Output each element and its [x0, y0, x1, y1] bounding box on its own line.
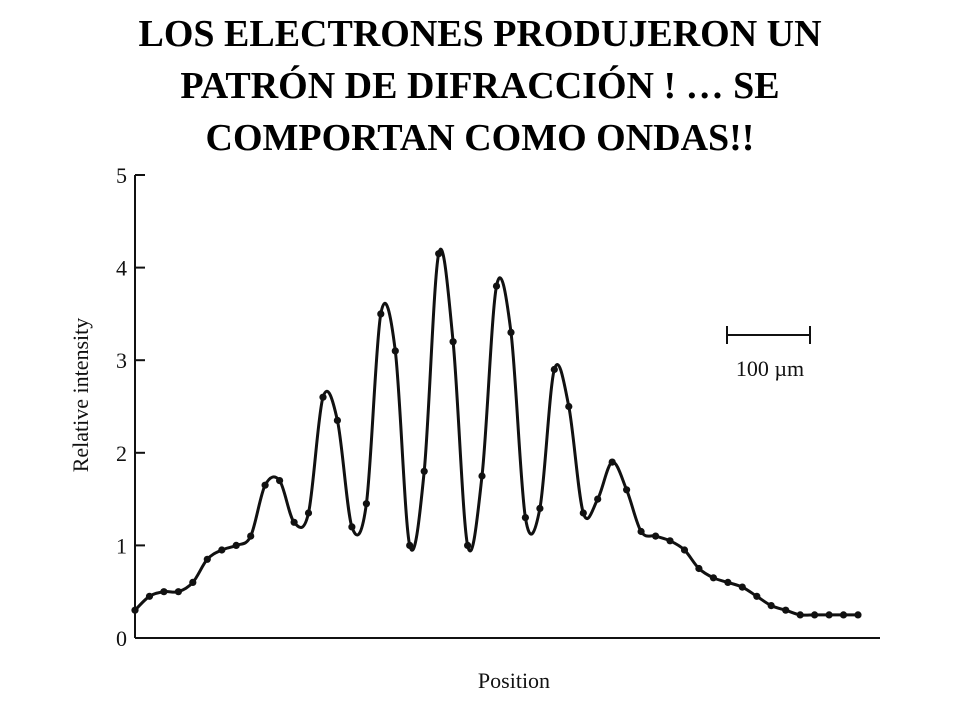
data-point [550, 365, 558, 374]
title-line-1: LOS ELECTRONES PRODUJERON UN [138, 13, 822, 55]
data-point [623, 486, 631, 494]
data-point [406, 541, 414, 550]
data-point [767, 602, 775, 610]
data-point [218, 546, 226, 554]
scale-bar: 100 µm [726, 326, 811, 381]
data-point [203, 555, 211, 563]
data-point [608, 458, 616, 466]
data-point [420, 467, 428, 475]
scale-bar-label: 100 µm [736, 356, 804, 381]
y-tick-label: 1 [116, 533, 127, 558]
title-line-3: COMPORTAN COMO ONDAS!! [205, 117, 755, 159]
data-point [724, 578, 732, 587]
data-point [189, 578, 197, 587]
slide-title: LOS ELECTRONES PRODUJERON UN PATRÓN DE D… [0, 8, 960, 164]
data-point [796, 611, 804, 619]
data-point [377, 310, 385, 318]
data-point [594, 495, 602, 503]
data-point [319, 393, 327, 401]
y-axis-label: Relative intensity [68, 318, 93, 473]
data-point [666, 537, 674, 545]
data-point [333, 416, 341, 424]
data-point [825, 611, 833, 619]
data-point [362, 500, 370, 508]
data-point [435, 250, 443, 258]
data-point [304, 509, 313, 517]
y-tick-label: 4 [116, 256, 127, 281]
data-point [680, 546, 689, 554]
data-point [811, 611, 819, 619]
series-group [131, 247, 862, 619]
data-point [131, 606, 139, 614]
y-tick-label: 3 [116, 348, 127, 373]
data-point [348, 523, 356, 531]
y-tick-label: 0 [116, 626, 127, 651]
data-point [579, 509, 587, 517]
data-point [507, 328, 515, 336]
data-point [478, 472, 486, 480]
data-point [637, 527, 645, 536]
data-point [247, 532, 255, 540]
data-point [261, 481, 269, 489]
y-ticks: 0 1 2 3 4 5 [116, 163, 145, 651]
data-point [839, 611, 848, 619]
y-tick-label: 2 [116, 441, 127, 466]
data-point [565, 402, 573, 411]
data-point [695, 564, 703, 573]
title-line-2: PATRÓN DE DIFRACCIÓN ! … SE [180, 65, 780, 107]
data-point [738, 583, 746, 591]
data-point [276, 477, 284, 485]
y-tick-label: 5 [116, 163, 127, 188]
data-point [290, 518, 298, 526]
data-point [753, 592, 761, 600]
data-point [160, 588, 168, 596]
data-point [391, 347, 399, 355]
data-point [464, 541, 472, 550]
data-point [449, 338, 457, 346]
data-point [521, 514, 530, 522]
data-point [709, 574, 718, 582]
data-point [145, 592, 154, 600]
data-point [536, 504, 544, 512]
data-point [174, 588, 182, 596]
data-point [854, 611, 862, 619]
chart-axes [134, 175, 880, 639]
data-point [232, 541, 240, 550]
data-point [782, 606, 790, 614]
x-axis-label: Position [478, 668, 550, 693]
data-point [492, 282, 501, 290]
intensity-curve [133, 247, 858, 617]
data-point [652, 532, 660, 540]
